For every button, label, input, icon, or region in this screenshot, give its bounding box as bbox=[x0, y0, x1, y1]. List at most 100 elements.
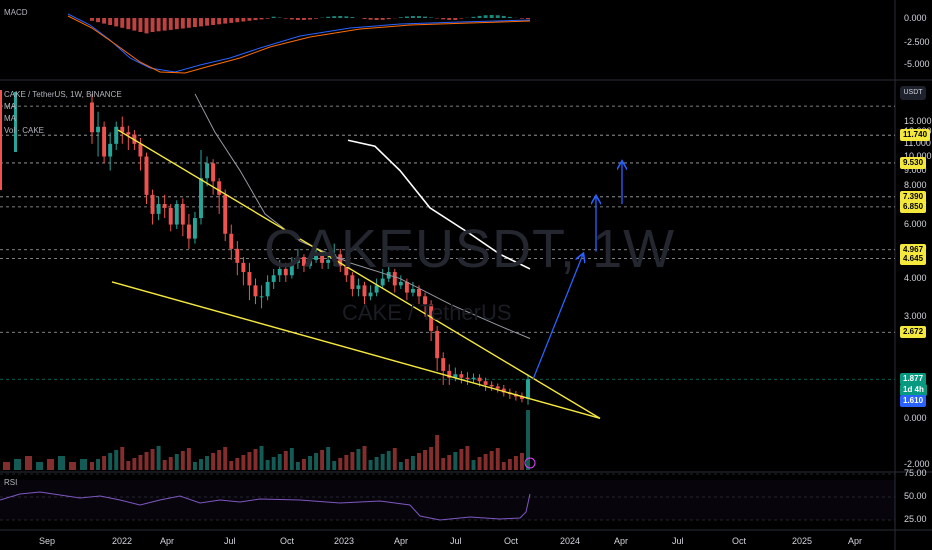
candle-body bbox=[174, 204, 179, 225]
volume-bar bbox=[205, 456, 210, 470]
volume-bar bbox=[417, 453, 421, 470]
macd-label[interactable]: MACD bbox=[4, 8, 28, 17]
candle-body bbox=[186, 224, 191, 239]
time-axis-label: Apr bbox=[160, 536, 175, 546]
time-axis-label: 2022 bbox=[112, 536, 133, 546]
rsi-label[interactable]: RSI bbox=[4, 478, 18, 487]
time-axis-label: Apr bbox=[614, 536, 629, 546]
price-tick-label: 6.000 bbox=[904, 218, 927, 229]
candle-body bbox=[410, 288, 415, 293]
candle-body bbox=[156, 204, 161, 214]
volume-bar bbox=[114, 450, 119, 470]
candle-body bbox=[477, 377, 482, 382]
currency-button[interactable]: USDT bbox=[900, 86, 926, 100]
volume-bar bbox=[447, 455, 452, 470]
candle-body bbox=[483, 381, 488, 385]
volume-bar bbox=[25, 456, 32, 470]
volume-bar bbox=[259, 446, 264, 470]
volume-bar bbox=[192, 462, 197, 470]
level-badge: 6.850 bbox=[900, 200, 927, 213]
trendline bbox=[117, 129, 601, 419]
macd-histogram-bar bbox=[186, 18, 191, 28]
projection-arrow bbox=[532, 254, 583, 380]
time-axis-label: Jul bbox=[672, 536, 684, 546]
volume-bar bbox=[211, 453, 216, 470]
macd-histogram-bar bbox=[380, 18, 385, 20]
volume-bar bbox=[465, 446, 470, 470]
volume-bar bbox=[404, 459, 409, 470]
macd-signal-line bbox=[67, 15, 531, 74]
candle-body bbox=[332, 254, 337, 260]
volume-bar bbox=[150, 449, 155, 470]
candle-body bbox=[168, 207, 173, 225]
ma-gray-line bbox=[194, 93, 531, 339]
candle-body bbox=[265, 281, 270, 297]
price-tick-label: 11.000 bbox=[904, 137, 931, 148]
volume-bar bbox=[223, 447, 228, 470]
macd-histogram-bar bbox=[174, 18, 179, 30]
volume-bar bbox=[265, 460, 270, 470]
candle-body bbox=[501, 388, 506, 393]
macd-histogram-bar bbox=[162, 18, 167, 31]
volume-bar bbox=[168, 457, 173, 470]
volume-bar bbox=[344, 455, 349, 470]
macd-tick-label: 0.000 bbox=[904, 13, 927, 23]
ma-white-line bbox=[347, 139, 531, 270]
macd-histogram-bar bbox=[102, 18, 107, 24]
macd-histogram-bar bbox=[417, 16, 421, 18]
volume-bar bbox=[326, 447, 331, 470]
volume-bar bbox=[241, 455, 246, 470]
macd-histogram-bar bbox=[404, 16, 409, 18]
ma-label-1[interactable]: MA bbox=[4, 102, 16, 111]
candle-body bbox=[0, 90, 2, 190]
macd-histogram-bar bbox=[126, 18, 131, 30]
volume-bar bbox=[96, 459, 101, 470]
symbol-label[interactable]: CAKE / TetherUS, 1W, BINANCE bbox=[4, 90, 122, 99]
volume-bar bbox=[186, 448, 191, 470]
candle-body bbox=[144, 156, 149, 195]
volume-bar bbox=[495, 448, 500, 470]
volume-bar bbox=[80, 459, 87, 470]
candle-body bbox=[223, 194, 228, 234]
trendlines bbox=[111, 129, 601, 420]
volume-bar bbox=[441, 458, 446, 470]
volume-label[interactable]: Vol · CAKE bbox=[4, 126, 45, 135]
volume-bar bbox=[501, 462, 506, 470]
candle-body bbox=[417, 288, 421, 297]
macd-histogram-bar bbox=[410, 16, 415, 18]
candle-body bbox=[471, 377, 476, 380]
volume-bar bbox=[199, 459, 203, 470]
volume-bar bbox=[144, 452, 149, 470]
low-price-badge: 1.610 bbox=[900, 395, 927, 408]
candle-body bbox=[489, 384, 494, 387]
macd-histogram-bar bbox=[423, 16, 428, 18]
countdown-badge: 1d 4h bbox=[900, 384, 927, 397]
volume-bar bbox=[102, 456, 107, 470]
macd-histogram-bar bbox=[314, 18, 319, 19]
candle-body bbox=[392, 272, 397, 286]
macd-histogram-bar bbox=[283, 18, 288, 19]
macd-histogram-bar bbox=[138, 18, 143, 32]
volume-bar bbox=[374, 457, 379, 470]
volume-bar bbox=[314, 453, 319, 470]
candle-body bbox=[404, 281, 409, 293]
macd-histogram-bar bbox=[114, 18, 119, 27]
time-axis-label: Jul bbox=[450, 536, 462, 546]
candle-body bbox=[102, 126, 107, 157]
macd-histogram-bar bbox=[368, 18, 373, 20]
ma-label-2[interactable]: MA bbox=[4, 114, 16, 123]
candle-body bbox=[283, 268, 288, 276]
candle-body bbox=[96, 126, 101, 133]
time-axis-label: 2023 bbox=[334, 536, 355, 546]
price-tick-label: 9.000 bbox=[904, 164, 927, 175]
candle-body bbox=[314, 254, 319, 260]
volume-bar bbox=[392, 448, 397, 470]
volume-bar bbox=[283, 451, 288, 470]
candle-body bbox=[247, 272, 252, 286]
candle-body bbox=[350, 275, 355, 289]
candle-body bbox=[120, 126, 125, 133]
volume-bar bbox=[301, 459, 306, 470]
level-badge: 11.740 bbox=[900, 129, 931, 142]
volume-bar bbox=[235, 458, 240, 470]
